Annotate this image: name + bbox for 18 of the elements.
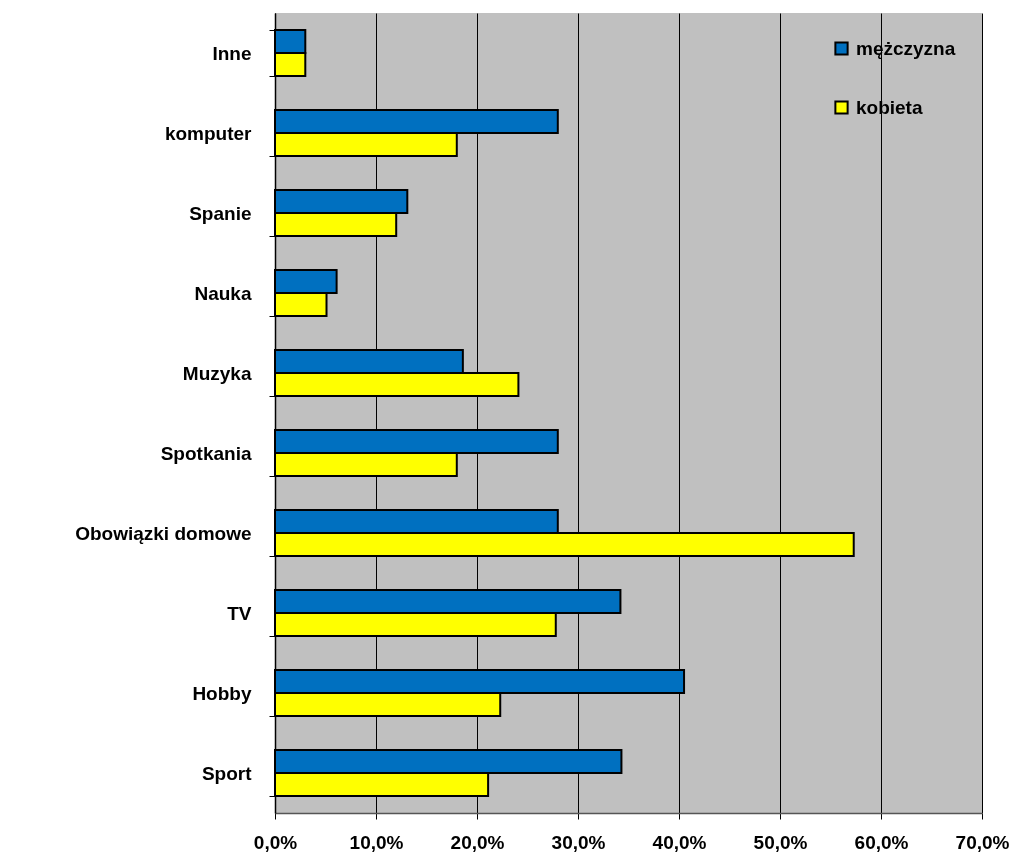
x-tick-label: 40,0%: [652, 831, 707, 853]
y-tick-label: Spotkania: [160, 442, 252, 464]
y-tick-label: Obowiązki domowe: [75, 522, 252, 544]
x-tick-label: 0,0%: [253, 831, 298, 853]
x-tick-label: 50,0%: [753, 831, 808, 853]
y-tick-label: Sport: [201, 762, 253, 784]
x-tick-label: 10,0%: [349, 831, 404, 853]
x-tick-label: 30,0%: [551, 831, 606, 853]
y-tick-label: Spanie: [189, 202, 252, 224]
y-tick-label: TV: [227, 602, 252, 624]
x-tick-label: 20,0%: [450, 831, 505, 853]
x-tick-label: 60,0%: [854, 831, 909, 853]
y-tick-label: Inne: [212, 42, 252, 64]
y-tick-label: Muzyka: [182, 362, 252, 384]
y-tick-label: Hobby: [192, 682, 252, 704]
y-tick-label: komputer: [164, 122, 253, 144]
y-tick-label: Nauka: [194, 282, 252, 304]
x-tick-label: 70,0%: [955, 831, 1010, 853]
